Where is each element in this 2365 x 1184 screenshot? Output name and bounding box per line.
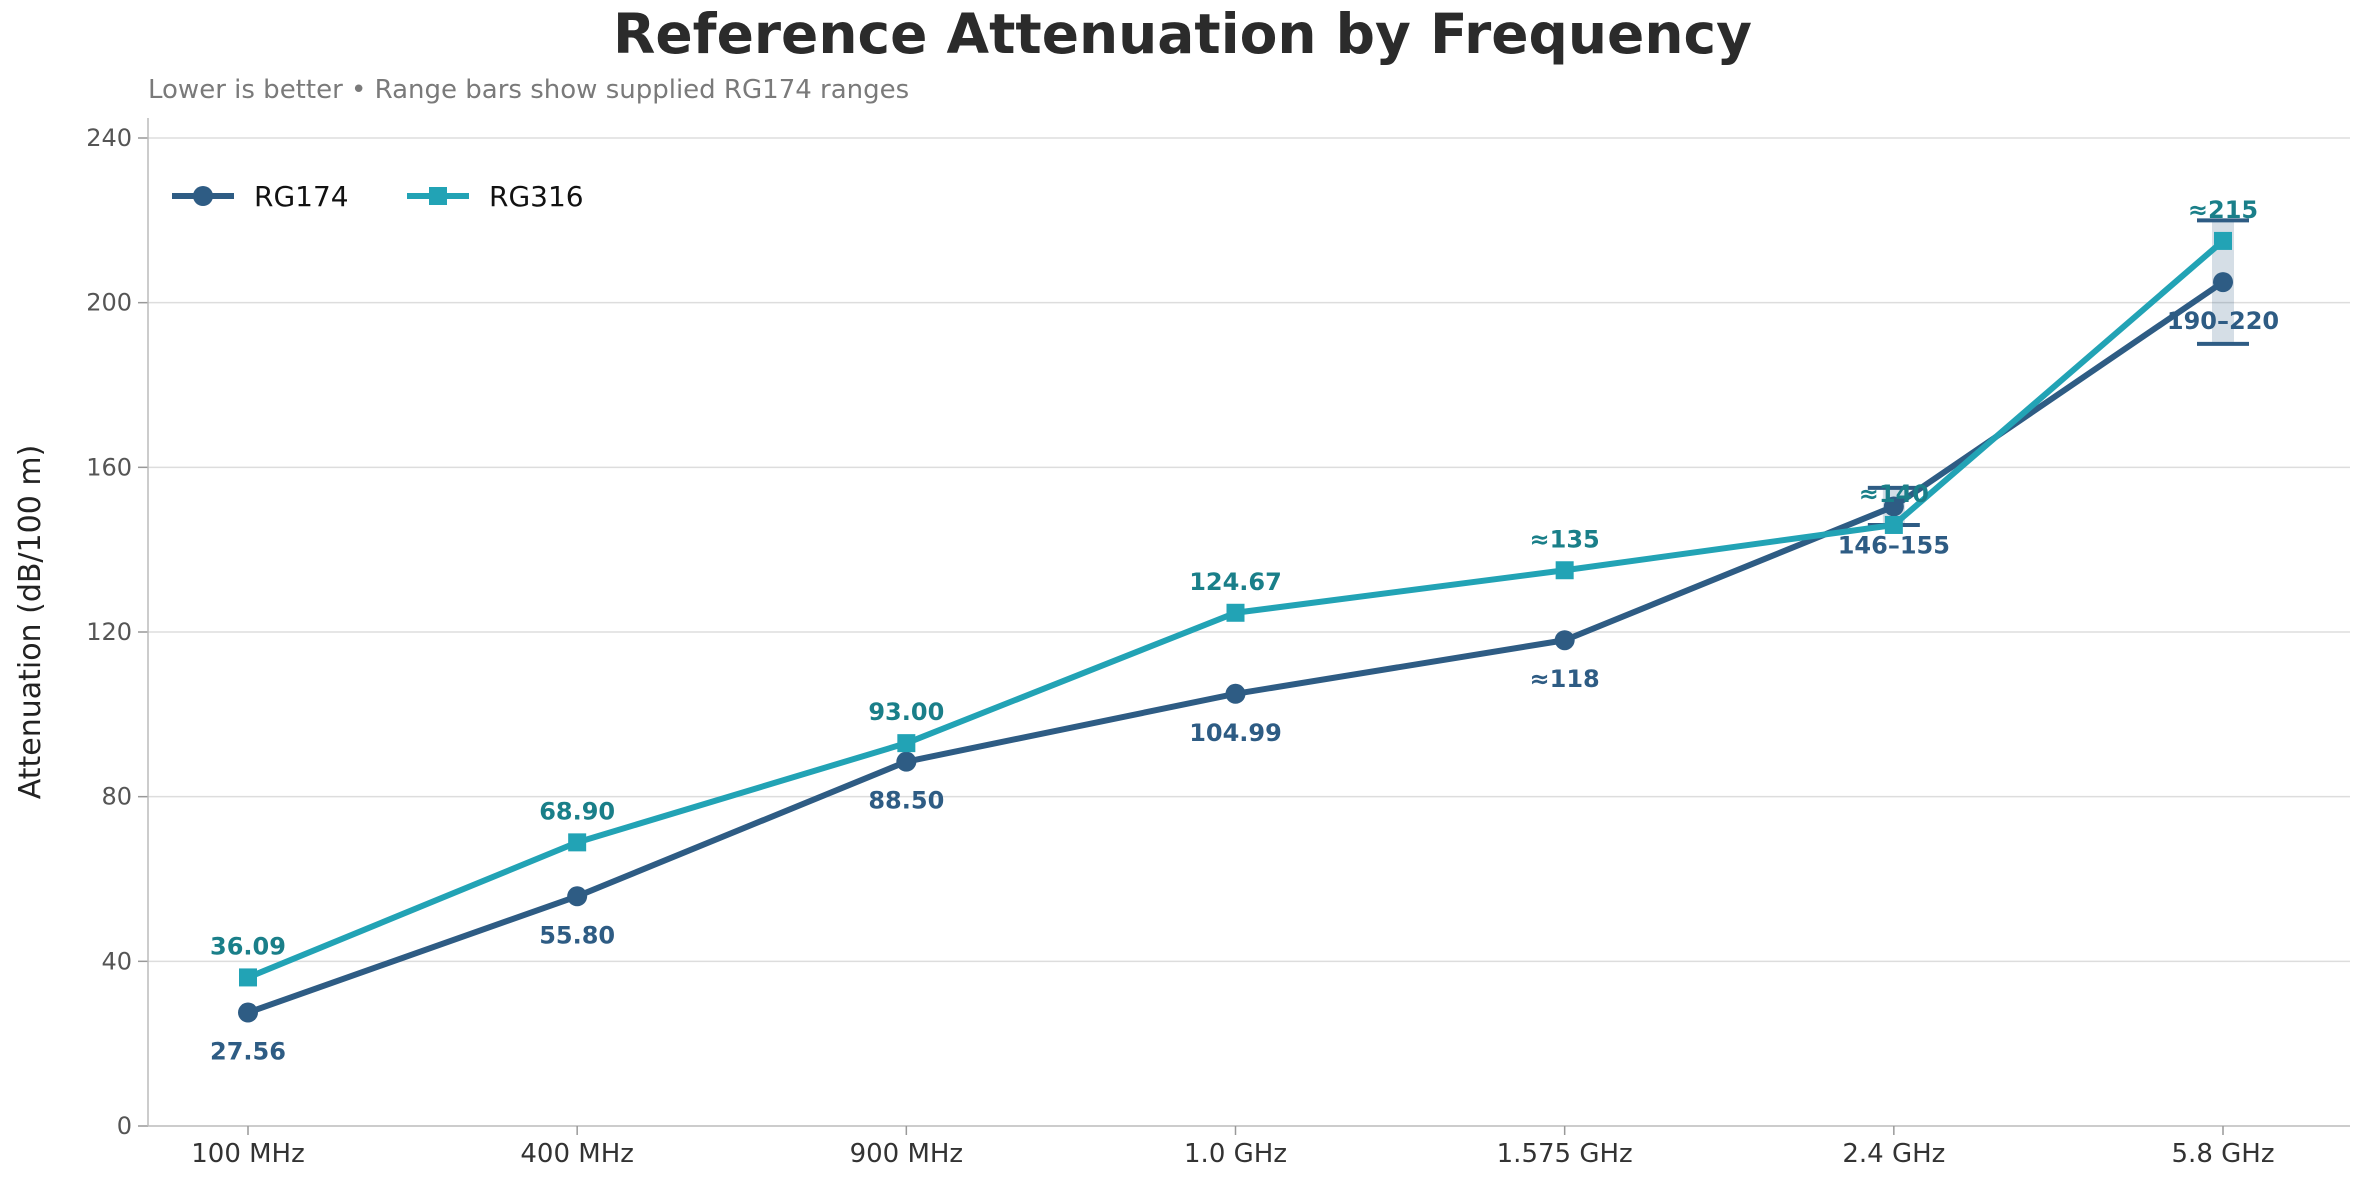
data-label-rg316: ≈140: [1859, 480, 1929, 508]
legend-label-rg316: RG316: [489, 180, 584, 213]
data-labels: 27.56 55.80 88.50 104.99 ≈118 146–155 190–220 3…: [210, 196, 2279, 1066]
data-point-rg316: [239, 968, 257, 987]
legend: RG174 RG316: [172, 180, 584, 213]
data-label-rg174: 88.50: [868, 787, 944, 815]
data-label-rg316: 93.00: [868, 698, 944, 726]
y-tick-label: 40: [101, 947, 132, 975]
data-point-rg174: [238, 1002, 258, 1023]
x-tick-label: 1.575 GHz: [1497, 1139, 1633, 1169]
data-point-rg174: [2213, 272, 2233, 293]
data-label-rg316: 68.90: [539, 797, 615, 825]
data-point-rg174: [1225, 683, 1246, 704]
x-tick-label: 2.4 GHz: [1842, 1139, 1945, 1169]
data-label-rg174: 55.80: [539, 921, 615, 949]
data-label-rg174: 190–220: [2167, 307, 2279, 335]
data-point-rg316: [1884, 515, 1903, 534]
x-tick-label: 100 MHz: [191, 1139, 305, 1169]
data-point-rg174: [1554, 630, 1575, 651]
series-line-rg174: [247, 279, 2225, 1016]
y-tick-label: 120: [86, 618, 132, 646]
data-point-rg316: [897, 734, 916, 753]
series-lines: [238, 231, 2233, 1023]
y-axis-label: Attenuation (dB/100 m): [13, 445, 48, 800]
data-label-rg316: 124.67: [1189, 568, 1282, 596]
data-point-rg316: [1555, 561, 1574, 580]
grid-lines: [148, 137, 2350, 963]
axes: 0 40 80 120 160 200 240 100 MHz 400 MHz 900 MHz 1.…: [13, 118, 2350, 1169]
data-point-rg174: [567, 886, 588, 907]
legend-label-rg174: RG174: [254, 180, 349, 213]
data-label-rg174: 146–155: [1838, 531, 1950, 559]
y-tick-label: 160: [86, 453, 132, 481]
data-label-rg174: 104.99: [1189, 719, 1282, 747]
data-label-rg316: ≈135: [1530, 525, 1600, 553]
y-tick-label: 200: [86, 289, 132, 317]
data-point-rg174: [896, 751, 917, 772]
legend-marker-rg174: [193, 186, 213, 206]
legend-marker-rg316: [429, 187, 447, 205]
data-point-rg316: [568, 833, 587, 852]
y-tick-label: 80: [101, 783, 132, 811]
y-tick-label: 240: [86, 124, 132, 152]
chart-subtitle: Lower is better • Range bars show suppli…: [148, 75, 910, 105]
x-tick-label: 5.8 GHz: [2172, 1139, 2275, 1169]
data-label-rg316: ≈215: [2188, 196, 2258, 224]
data-point-rg174: [1883, 496, 1904, 517]
data-point-rg316: [1226, 603, 1245, 622]
data-label-rg174: 27.56: [210, 1038, 286, 1066]
data-label-rg316: 36.09: [210, 932, 286, 960]
x-tick-label: 900 MHz: [850, 1139, 964, 1169]
data-point-rg316: [2214, 231, 2232, 250]
y-tick-label: 0: [117, 1112, 132, 1140]
x-tick-label: 1.0 GHz: [1184, 1139, 1287, 1169]
data-label-rg174: ≈118: [1530, 665, 1600, 693]
chart-title: Reference Attenuation by Frequency: [613, 2, 1752, 66]
x-tick-label: 400 MHz: [520, 1139, 634, 1169]
